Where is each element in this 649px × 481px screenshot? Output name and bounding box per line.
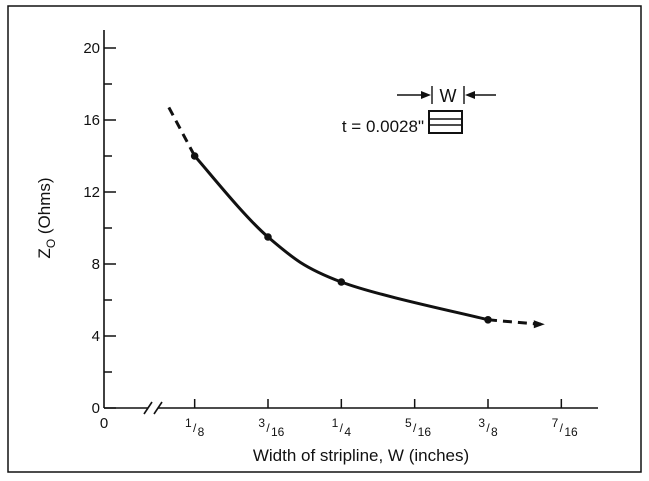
chart-border — [7, 5, 642, 473]
x-tick-label-slash: / — [560, 421, 564, 435]
x-tick-label-slash: / — [486, 421, 490, 435]
x-tick-label-slash: / — [266, 421, 270, 435]
y-tick-label: 16 — [83, 112, 100, 129]
data-point — [264, 233, 272, 241]
y-axis-unit: (Ohms) — [35, 177, 54, 238]
inset-strip-cross-section — [428, 110, 463, 134]
inset-thickness-label: t = 0.0028" — [342, 117, 424, 136]
series-layer — [167, 106, 545, 329]
y-axis-subscript: O — [44, 239, 58, 248]
series-extrapolation-arrowhead — [533, 320, 545, 329]
x-tick-label-slash: / — [413, 421, 417, 435]
x-tick-label-denominator: 16 — [418, 425, 432, 439]
y-tick-label: 0 — [92, 400, 100, 417]
x-tick-label-denominator: 16 — [271, 425, 285, 439]
inset-width-label: W — [440, 86, 457, 106]
x-tick-label-numerator: 7 — [552, 416, 559, 430]
series-extrapolation-high — [487, 318, 541, 326]
axis-break-mark-left — [143, 401, 153, 415]
data-point — [337, 278, 346, 286]
x-tick-label-denominator: 4 — [344, 425, 351, 439]
x-tick-label-numerator: 5 — [405, 416, 412, 430]
x-tick-label-slash: / — [193, 421, 197, 435]
stripline-inset: W t = 0.0028" — [342, 86, 496, 136]
x-tick-label-numerator: 3 — [478, 416, 485, 430]
series-extrapolation-low — [167, 106, 196, 157]
x-tick-label-numerator: 3 — [258, 416, 265, 430]
x-tick-label-denominator: 8 — [198, 425, 205, 439]
y-axis-symbol: Z — [35, 248, 54, 258]
x-origin-label: 0 — [100, 415, 108, 432]
axis-break-mark-right — [153, 401, 163, 415]
inset-arrow-right-head — [465, 91, 475, 99]
x-tick-label-numerator: 1 — [332, 416, 339, 430]
y-tick-label: 20 — [83, 40, 100, 57]
inset-arrow-left-head — [421, 91, 431, 99]
x-tick-label-denominator: 8 — [491, 425, 498, 439]
x-tick-label-denominator: 16 — [564, 425, 578, 439]
series-line — [193, 154, 490, 322]
y-tick-label: 12 — [83, 184, 100, 201]
data-point — [190, 152, 199, 160]
x-axis-title: Width of stripline, W (inches) — [253, 446, 469, 465]
x-tick-label-slash: / — [340, 421, 344, 435]
y-tick-label: 8 — [92, 256, 100, 273]
axes — [103, 30, 598, 415]
data-point — [484, 316, 492, 324]
y-axis-ticks: 0 4 8 12 16 20 — [83, 40, 116, 417]
y-axis-title: ZO (Ohms) — [35, 177, 58, 258]
y-tick-label: 4 — [92, 328, 100, 345]
x-tick-label-numerator: 1 — [185, 416, 192, 430]
x-axis-ticks: 1/83/161/45/163/87/16 — [185, 399, 578, 439]
